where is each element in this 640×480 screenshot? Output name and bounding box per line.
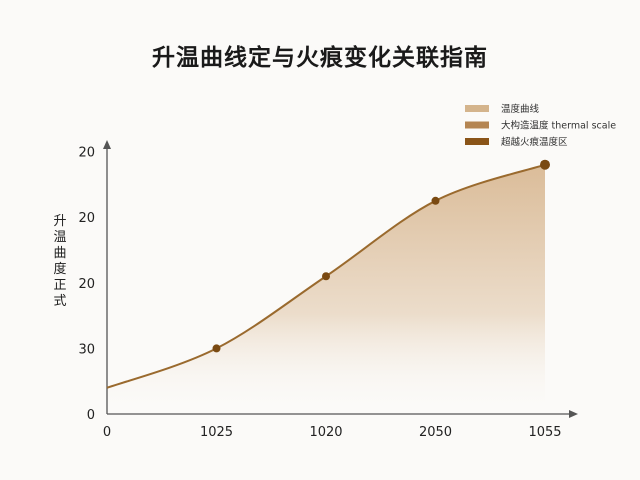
legend-swatch bbox=[465, 138, 489, 145]
data-point bbox=[540, 159, 550, 170]
data-point bbox=[431, 196, 440, 205]
data-point bbox=[322, 272, 330, 281]
y-axis-label: 升温曲度正式 bbox=[53, 214, 67, 309]
legend-label: 大构造温度 thermal scale bbox=[501, 120, 616, 132]
y-axis-arrow bbox=[103, 140, 111, 149]
legend-label: 温度曲线 bbox=[501, 103, 540, 115]
y-tick-label: 20 bbox=[78, 146, 95, 161]
y-tick-label: 20 bbox=[78, 277, 95, 292]
legend-swatch bbox=[465, 105, 489, 112]
x-tick-label: 2050 bbox=[419, 425, 452, 440]
x-tick-label: 1025 bbox=[200, 425, 233, 440]
y-tick-label: 0 bbox=[87, 408, 95, 423]
legend-label: 超越火痕温度区 bbox=[501, 136, 568, 148]
x-tick-label: 1020 bbox=[309, 425, 342, 440]
legend-swatch bbox=[465, 121, 489, 129]
x-axis-arrow bbox=[569, 410, 578, 418]
data-point bbox=[212, 344, 221, 353]
y-tick-label: 20 bbox=[78, 211, 95, 226]
chart-title: 升温曲线定与火痕变化关联指南 bbox=[152, 45, 488, 71]
x-tick-label: 0 bbox=[103, 425, 111, 440]
y-tick-label: 30 bbox=[78, 342, 95, 357]
x-tick-label: 1055 bbox=[528, 425, 561, 440]
area-fill bbox=[107, 164, 545, 414]
